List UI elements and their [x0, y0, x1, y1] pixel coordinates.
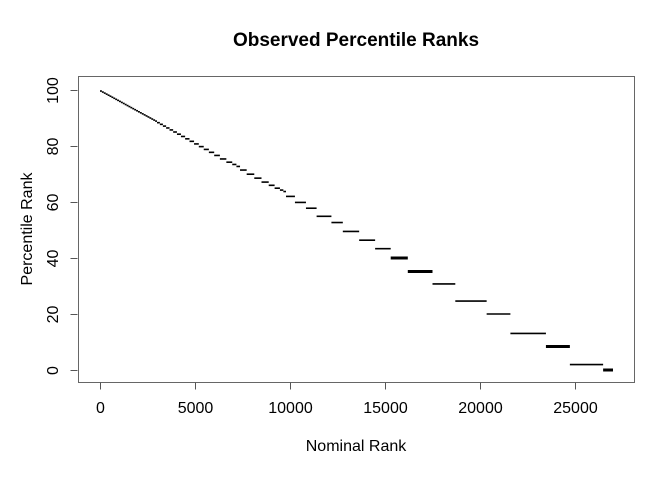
y-tick-label: 100 [45, 77, 62, 104]
percentile-rank-series [100, 90, 613, 372]
y-axis-title: Percentile Rank [19, 172, 36, 286]
x-tick-label: 5000 [178, 400, 214, 417]
x-tick-label: 0 [96, 400, 105, 417]
y-tick-label: 40 [45, 250, 62, 268]
y-tick-label: 60 [45, 194, 62, 212]
y-tick-label: 20 [45, 306, 62, 324]
x-tick-label: 20000 [458, 400, 503, 417]
x-axis-title: Nominal Rank [306, 438, 407, 455]
x-tick-label: 15000 [363, 400, 408, 417]
chart-title: Observed Percentile Ranks [233, 30, 479, 51]
y-tick-label: 80 [45, 138, 62, 156]
y-tick-label: 0 [45, 366, 62, 375]
x-tick-label: 10000 [268, 400, 313, 417]
x-tick-label: 25000 [553, 400, 598, 417]
plot-frame [78, 76, 635, 383]
y-axis: 0 20 40 60 80 100 [45, 77, 78, 375]
x-axis: 0 5000 10000 15000 20000 25000 [96, 382, 598, 417]
